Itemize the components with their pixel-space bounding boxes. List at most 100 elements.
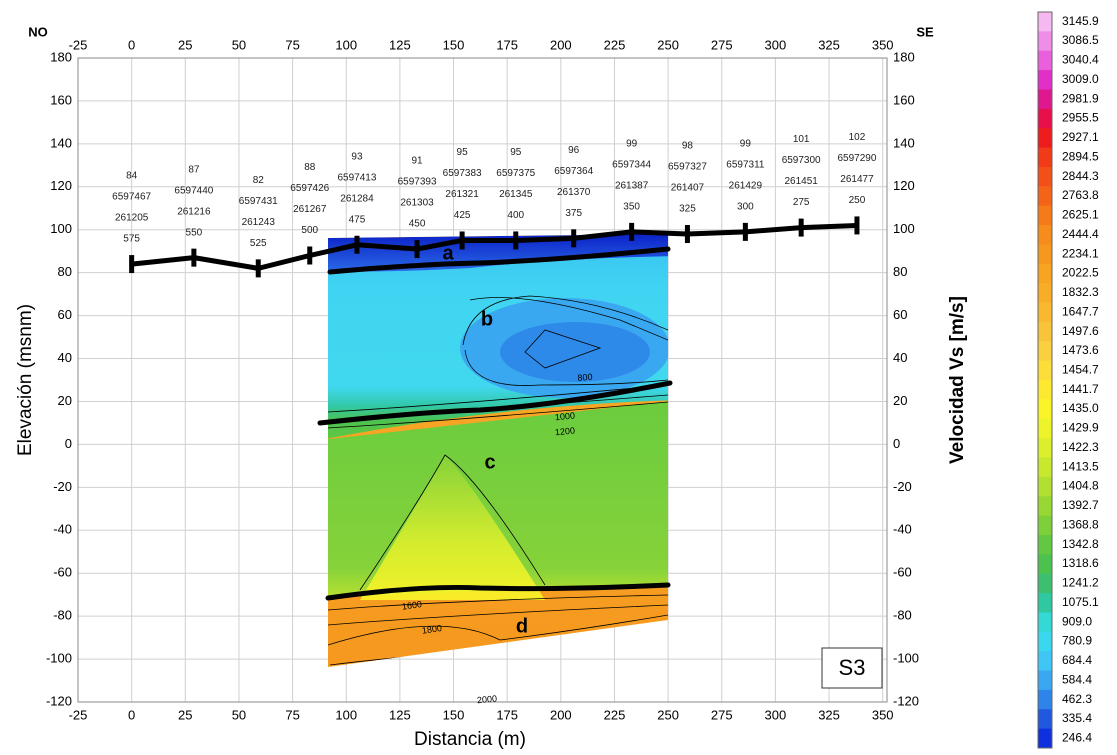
colorbar-tick-label: 462.3	[1062, 692, 1092, 706]
x-tick-label-top: 150	[443, 37, 465, 52]
colorbar-swatch	[1038, 147, 1052, 168]
y-tick-label-right: 0	[893, 436, 900, 451]
y-tick-label: 140	[50, 135, 72, 150]
colorbar-swatch	[1038, 534, 1052, 555]
y-tick-label: 180	[50, 49, 72, 64]
y-tick-label-right: -40	[893, 522, 912, 537]
colorbar-swatch	[1038, 651, 1052, 672]
x-tick-label: 150	[443, 707, 465, 722]
station-elevation: 93	[351, 151, 363, 162]
x-tick-label-top: 75	[285, 37, 299, 52]
colorbar-swatch	[1038, 50, 1052, 71]
x-tick-label: 0	[128, 707, 135, 722]
station-east: 261477	[840, 174, 874, 185]
station-elevation: 82	[253, 175, 265, 186]
colorbar-swatch	[1038, 728, 1052, 749]
colorbar-tick-label: 1392.7	[1062, 498, 1099, 512]
y-tick-label: 100	[50, 221, 72, 236]
colorbar-swatch	[1038, 554, 1052, 575]
y-tick-label: -40	[53, 522, 72, 537]
colorbar-tick-label: 2894.5	[1062, 149, 1099, 163]
station-north: 6597290	[837, 153, 876, 164]
low-velocity-core	[500, 322, 650, 382]
boundary-a-b	[327, 246, 671, 275]
colorbar-swatch	[1038, 263, 1052, 284]
station-north: 6597344	[612, 160, 651, 171]
station-chainage: 450	[409, 219, 426, 230]
y-tick-label-right: -20	[893, 479, 912, 494]
x-tick-label: 75	[285, 707, 299, 722]
overlay: -25 -25 0 0 25 25 50 50 75 75 100 100 125 125 150 150 17…	[46, 11, 1099, 749]
colorbar-tick-label: 3009.0	[1062, 72, 1099, 86]
corner-label-right: SE	[916, 24, 934, 39]
x-tick-label-top: 250	[657, 37, 679, 52]
y-tick-label: 160	[50, 92, 72, 107]
x-tick-label-top: 0	[128, 37, 135, 52]
colorbar-tick-label: 1422.3	[1062, 440, 1099, 454]
corner-label-left: NO	[28, 24, 48, 39]
colorbar-swatch	[1038, 438, 1052, 458]
x-tick-label: 325	[818, 707, 840, 722]
colorbar-tick-label: 2844.3	[1062, 169, 1099, 183]
x-tick-label-top: 125	[389, 37, 411, 52]
y-tick-label-right: 60	[893, 307, 907, 322]
colorbar-tick-label: 1075.1	[1062, 595, 1099, 609]
station-north: 6597364	[554, 166, 593, 177]
layer-label: d	[516, 615, 528, 637]
panel-box	[821, 647, 883, 689]
x-tick-label-top: 300	[765, 37, 787, 52]
station-north: 6597375	[496, 168, 535, 179]
colorbar-tick-label: 1497.6	[1062, 324, 1099, 338]
y-tick-label: 80	[58, 264, 72, 279]
y-tick-label-right: -100	[893, 651, 919, 666]
station-chainage: 275	[793, 197, 810, 208]
colorbar-tick-label: 684.4	[1062, 653, 1092, 667]
station-north: 6597311	[726, 160, 765, 171]
y-tick-label-right: 160	[893, 92, 915, 107]
station-east: 261243	[242, 217, 276, 228]
x-axis-label: Distancia (m)	[414, 729, 526, 750]
y-tick-label: -120	[46, 693, 72, 708]
station-elevation: 99	[740, 139, 752, 150]
panel-label: S3	[839, 655, 866, 680]
x-tick-label: 350	[872, 707, 894, 722]
colorbar-swatch	[1038, 128, 1052, 149]
boundary-b-c	[317, 380, 673, 426]
colorbar-swatch	[1038, 573, 1052, 594]
colorbar-tick-label: 2955.5	[1062, 111, 1099, 125]
colorbar-tick-label: 2625.1	[1062, 208, 1099, 222]
y-tick-label: -100	[46, 651, 72, 666]
x-tick-label-top: 325	[818, 37, 840, 52]
x-tick-label-top: 50	[232, 37, 246, 52]
colorbar-tick-label: 335.4	[1062, 711, 1092, 725]
colorbar-swatch	[1038, 380, 1052, 400]
colorbar-swatch	[1038, 515, 1052, 536]
station-chainage: 425	[454, 210, 471, 221]
station-east: 261205	[115, 213, 149, 224]
x-tick-label-top: 350	[872, 37, 894, 52]
colorbar-tick-label: 1241.2	[1062, 576, 1099, 590]
station-east: 261451	[784, 176, 818, 187]
station-elevation: 84	[126, 171, 138, 182]
colorbar-swatch	[1038, 670, 1052, 691]
colorbar-swatch	[1038, 31, 1052, 52]
y-tick-label: 40	[58, 350, 72, 365]
colorbar-tick-label: 2234.1	[1062, 246, 1099, 260]
contour-label: 800	[577, 372, 593, 383]
colorbar-frame	[1037, 11, 1053, 749]
colorbar-swatch	[1038, 205, 1052, 226]
y-tick-label-right: -60	[893, 565, 912, 580]
layer-label: a	[442, 242, 454, 264]
colorbar-swatch	[1038, 457, 1052, 478]
x-tick-label: 50	[232, 707, 246, 722]
colorbar-tick-label: 2981.9	[1062, 91, 1099, 105]
x-tick-label-top: 275	[711, 37, 733, 52]
y-tick-label: -80	[53, 608, 72, 623]
y-tick-label-right: 40	[893, 350, 907, 365]
x-tick-label: 300	[765, 707, 787, 722]
station-chainage: 250	[849, 195, 866, 206]
layer-label: c	[484, 451, 495, 473]
station-chainage: 350	[623, 202, 640, 213]
colorbar-swatch	[1038, 283, 1052, 304]
